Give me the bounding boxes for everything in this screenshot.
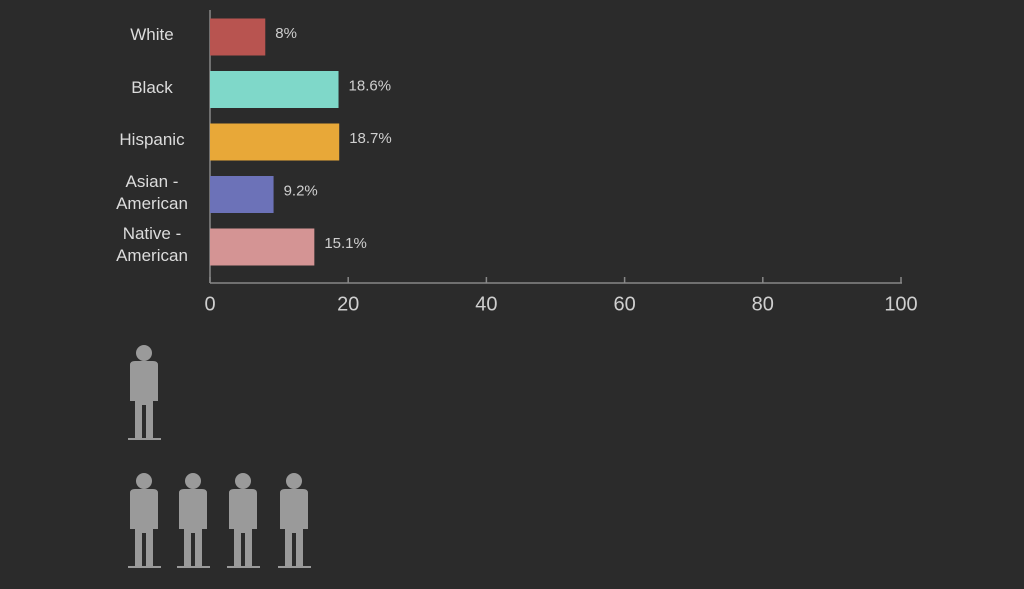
bar bbox=[210, 228, 315, 266]
person-icon bbox=[227, 473, 260, 568]
category-label: White bbox=[130, 25, 174, 44]
bar bbox=[210, 71, 339, 108]
x-tick-label: 20 bbox=[337, 293, 359, 315]
person-icon bbox=[177, 473, 210, 568]
people-icons bbox=[128, 345, 311, 568]
value-label: 15.1% bbox=[324, 235, 367, 252]
bar bbox=[210, 123, 340, 161]
x-tick-label: 60 bbox=[613, 293, 635, 315]
category-label: Native - American bbox=[116, 224, 188, 265]
x-tick-label: 40 bbox=[475, 293, 497, 315]
x-tick-label: 100 bbox=[884, 293, 917, 315]
x-tick-label: 80 bbox=[752, 293, 774, 315]
value-label: 8% bbox=[275, 25, 297, 42]
category-label: Black bbox=[131, 77, 173, 97]
bar bbox=[210, 18, 266, 56]
value-label: 18.7% bbox=[349, 130, 392, 147]
value-label: 18.6% bbox=[349, 77, 392, 94]
person-icon bbox=[278, 473, 311, 568]
person-icon bbox=[128, 345, 161, 440]
value-label: 9.2% bbox=[284, 182, 318, 199]
category-label: Asian - American bbox=[116, 171, 188, 213]
bar bbox=[210, 176, 274, 213]
x-tick-label: 0 bbox=[204, 293, 215, 315]
person-icon bbox=[128, 473, 161, 568]
category-label: Hispanic bbox=[119, 130, 185, 149]
